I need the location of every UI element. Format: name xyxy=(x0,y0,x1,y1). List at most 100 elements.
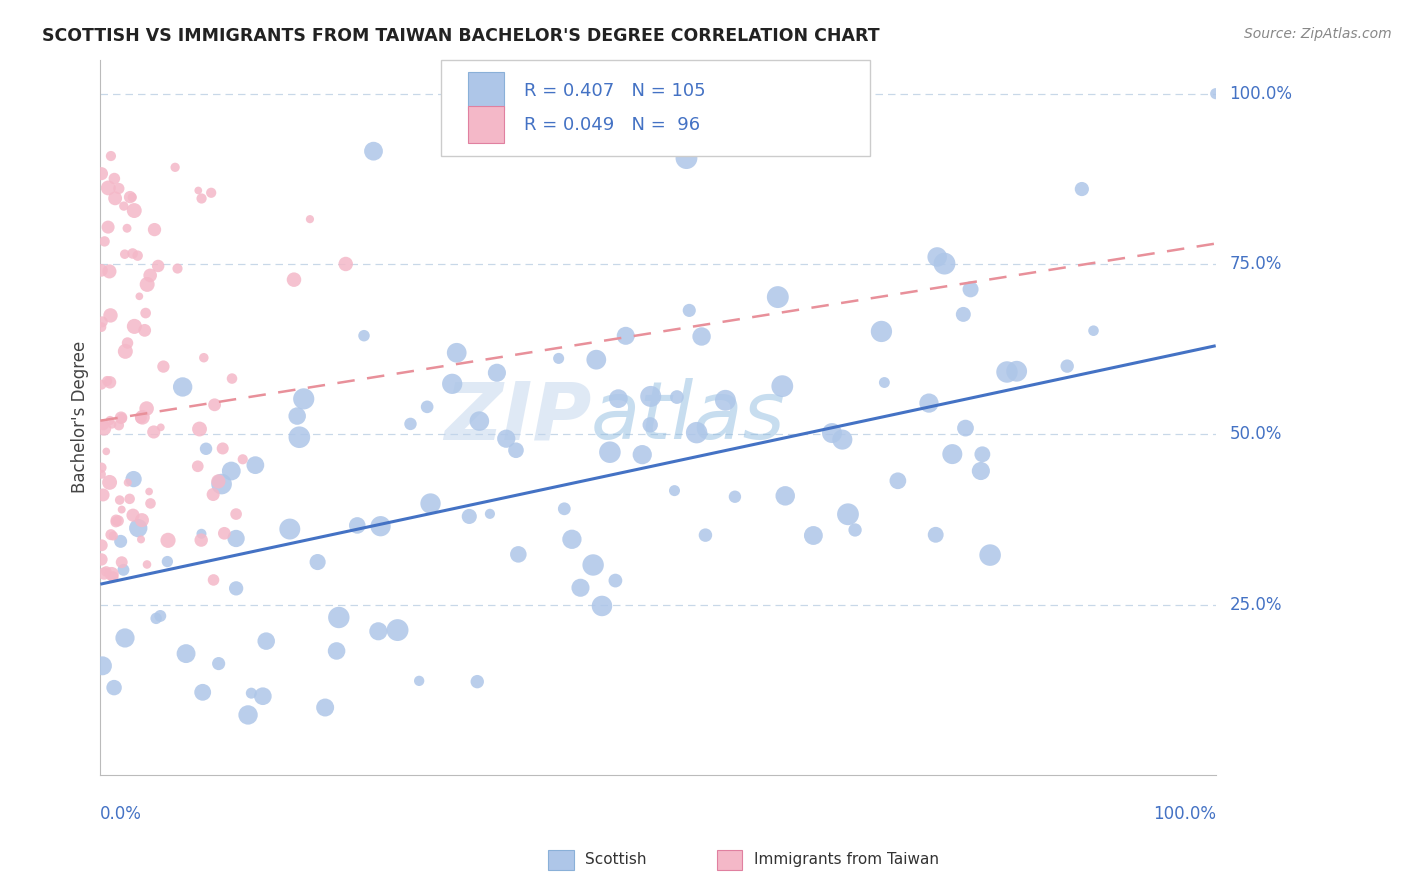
Point xyxy=(114,247,136,261)
Point xyxy=(766,290,789,304)
Point xyxy=(97,220,120,235)
Text: Scottish: Scottish xyxy=(585,853,647,867)
Y-axis label: Bachelor's Degree: Bachelor's Degree xyxy=(72,341,89,493)
Point xyxy=(111,502,134,516)
Point xyxy=(252,690,274,704)
FancyBboxPatch shape xyxy=(468,106,505,144)
Point xyxy=(143,222,166,236)
Point xyxy=(90,320,112,334)
Point xyxy=(129,410,152,425)
Point xyxy=(972,447,994,461)
Point xyxy=(121,190,143,204)
Point xyxy=(508,547,530,561)
Point xyxy=(927,250,949,264)
Point xyxy=(278,522,301,536)
Text: SCOTTISH VS IMMIGRANTS FROM TAIWAN BACHELOR'S DEGREE CORRELATION CHART: SCOTTISH VS IMMIGRANTS FROM TAIWAN BACHE… xyxy=(42,27,880,45)
Point xyxy=(465,674,488,689)
Point xyxy=(325,644,347,658)
Point xyxy=(211,442,233,456)
Point xyxy=(103,171,125,186)
Point xyxy=(236,708,259,723)
Point xyxy=(959,282,981,296)
Point xyxy=(1005,364,1028,378)
Point xyxy=(172,380,194,394)
Point xyxy=(200,186,222,200)
Text: Immigrants from Taiwan: Immigrants from Taiwan xyxy=(754,853,939,867)
Point xyxy=(174,647,197,661)
Point xyxy=(298,212,321,227)
Point xyxy=(93,421,115,435)
Point xyxy=(208,657,231,671)
Text: Source: ZipAtlas.com: Source: ZipAtlas.com xyxy=(1244,27,1392,41)
Point xyxy=(446,345,468,359)
Point xyxy=(122,508,145,523)
Point xyxy=(955,421,977,435)
Point xyxy=(139,268,162,283)
Point xyxy=(387,623,409,637)
Point xyxy=(129,533,152,547)
Point xyxy=(225,532,247,546)
Point xyxy=(605,574,627,588)
Point xyxy=(204,398,226,412)
Point xyxy=(93,566,115,581)
Point xyxy=(98,413,121,427)
Point xyxy=(100,309,122,323)
Point xyxy=(187,184,209,198)
Point xyxy=(837,508,859,522)
Point xyxy=(478,507,501,521)
Point xyxy=(640,389,662,403)
Point xyxy=(675,151,697,165)
Point xyxy=(149,420,172,434)
Point xyxy=(690,329,713,343)
Point xyxy=(202,573,225,587)
Point xyxy=(468,414,491,428)
Point xyxy=(363,144,385,158)
Point xyxy=(101,570,124,584)
Point xyxy=(114,631,136,645)
Point xyxy=(108,418,131,433)
Text: 75.0%: 75.0% xyxy=(1230,255,1282,273)
Point xyxy=(1205,87,1227,101)
Point xyxy=(495,432,517,446)
Point xyxy=(202,487,225,501)
Point xyxy=(108,493,131,508)
Point xyxy=(146,259,169,273)
Text: 0.0%: 0.0% xyxy=(100,805,142,823)
Text: R = 0.407   N = 105: R = 0.407 N = 105 xyxy=(524,82,706,100)
Point xyxy=(93,417,115,432)
Point xyxy=(145,611,167,625)
Point xyxy=(553,501,575,516)
Point xyxy=(585,352,607,367)
Text: 25.0%: 25.0% xyxy=(1230,596,1282,614)
Point xyxy=(441,376,464,391)
Point xyxy=(221,464,243,478)
Point xyxy=(127,521,149,535)
Point xyxy=(995,365,1018,379)
Point xyxy=(104,191,127,205)
Point xyxy=(678,303,700,318)
Point xyxy=(370,519,392,533)
Point xyxy=(139,496,162,510)
Point xyxy=(96,374,118,388)
Point xyxy=(110,410,132,425)
Point xyxy=(952,307,974,321)
Point xyxy=(773,489,796,503)
Point xyxy=(135,306,157,320)
Point xyxy=(831,433,853,447)
Point xyxy=(93,235,115,249)
Point xyxy=(115,221,138,235)
Point xyxy=(207,475,229,489)
Point xyxy=(91,658,114,673)
Point xyxy=(107,514,129,528)
Point xyxy=(111,411,134,425)
Point xyxy=(131,513,153,527)
FancyBboxPatch shape xyxy=(440,60,870,156)
Point xyxy=(188,422,211,436)
Point xyxy=(934,257,956,271)
Point xyxy=(127,249,149,263)
Point xyxy=(803,528,825,542)
Point xyxy=(979,548,1001,562)
Point xyxy=(149,609,172,624)
Point xyxy=(419,496,441,510)
Point xyxy=(136,558,159,572)
